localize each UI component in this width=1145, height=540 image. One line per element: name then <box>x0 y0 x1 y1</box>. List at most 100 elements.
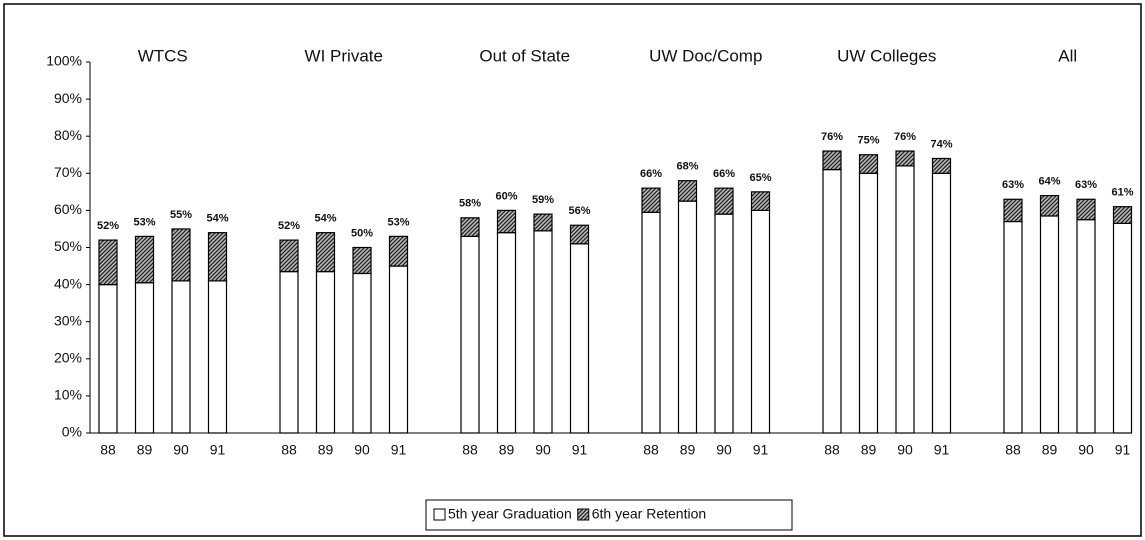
total-label: 61% <box>1111 187 1133 199</box>
y-tick-label: 80% <box>54 127 82 143</box>
group-label: Out of State <box>479 46 570 65</box>
bar-segment <box>460 235 480 434</box>
group-label: WTCS <box>138 46 188 65</box>
bar-segment <box>352 246 372 275</box>
x-tick-label: 89 <box>318 442 334 458</box>
total-label: 76% <box>821 131 843 143</box>
x-tick-label: 88 <box>281 442 297 458</box>
bar-segment <box>1003 198 1023 223</box>
bar-segment <box>1076 198 1096 221</box>
bar-segment <box>714 213 734 434</box>
x-tick-label: 91 <box>934 442 950 458</box>
bar-segment <box>496 232 517 434</box>
bar-segment <box>460 217 480 237</box>
total-label: 55% <box>170 209 192 221</box>
bar-segment <box>207 280 228 434</box>
bar-segment <box>279 271 299 434</box>
bar-segment <box>714 187 734 215</box>
bar-segment <box>315 232 336 273</box>
y-tick-label: 10% <box>54 387 82 403</box>
total-label: 63% <box>1002 179 1024 191</box>
bar-segment <box>1003 220 1023 434</box>
x-tick-label: 91 <box>572 442 588 458</box>
legend: 5th year Graduation 6th year Retention <box>425 499 793 531</box>
bar-segment <box>388 265 409 434</box>
bar-segment <box>858 172 879 434</box>
x-tick-label: 91 <box>210 442 226 458</box>
x-tick-label: 90 <box>897 442 913 458</box>
total-label: 50% <box>351 227 373 239</box>
y-tick-label: 30% <box>54 312 82 328</box>
bar-segment <box>352 272 372 434</box>
bar-segment <box>822 168 842 434</box>
bar-segment <box>750 209 771 434</box>
legend-label: 5th year Graduation <box>448 506 572 522</box>
y-tick-label: 100% <box>46 53 82 69</box>
bar-segment <box>1112 206 1133 224</box>
bar-segment <box>895 165 915 434</box>
legend-swatch <box>577 508 590 521</box>
bar-segment <box>677 200 698 434</box>
bar-segment <box>171 280 191 434</box>
total-label: 66% <box>640 168 662 180</box>
bar-segment <box>641 211 661 434</box>
x-tick-label: 89 <box>1042 442 1058 458</box>
total-label: 68% <box>676 161 698 173</box>
bar-segment <box>1039 215 1060 434</box>
bar-segment <box>641 187 661 213</box>
total-label: 66% <box>713 168 735 180</box>
bar-segment <box>315 271 336 434</box>
total-label: 54% <box>206 213 228 225</box>
legend-swatch <box>433 508 446 521</box>
bar-segment <box>171 228 191 282</box>
bar-segment <box>677 180 698 202</box>
bar-segment <box>569 243 590 434</box>
x-tick-label: 89 <box>137 442 153 458</box>
total-label: 59% <box>532 194 554 206</box>
legend-box <box>425 499 793 531</box>
bar-segment <box>1039 194 1060 217</box>
total-label: 53% <box>133 216 155 228</box>
x-tick-label: 89 <box>861 442 877 458</box>
bar-segment <box>134 235 155 284</box>
bar-segment <box>533 213 553 232</box>
total-label: 53% <box>387 216 409 228</box>
x-tick-label: 88 <box>1005 442 1021 458</box>
x-tick-label: 90 <box>1078 442 1094 458</box>
bar-segment <box>750 191 771 212</box>
total-label: 52% <box>278 220 300 232</box>
bar-segment <box>931 157 952 174</box>
total-label: 60% <box>495 190 517 202</box>
bar-segment <box>533 230 553 434</box>
total-label: 52% <box>97 220 119 232</box>
x-tick-label: 88 <box>100 442 116 458</box>
bar-segment <box>496 209 517 234</box>
group-label: All <box>1058 46 1077 65</box>
bar-segment <box>388 235 409 267</box>
y-tick-label: 0% <box>62 424 82 440</box>
x-tick-label: 91 <box>391 442 407 458</box>
bar-segment <box>98 239 118 286</box>
x-tick-label: 90 <box>354 442 370 458</box>
total-label: 58% <box>459 198 481 210</box>
y-tick-label: 70% <box>54 164 82 180</box>
total-label: 54% <box>314 213 336 225</box>
total-label: 74% <box>930 138 952 150</box>
x-tick-label: 88 <box>462 442 478 458</box>
y-tick-label: 60% <box>54 201 82 217</box>
bar-segment <box>569 224 590 245</box>
y-tick-label: 50% <box>54 238 82 254</box>
bar-segment <box>1112 222 1133 434</box>
total-label: 76% <box>894 131 916 143</box>
bar-segment <box>822 150 842 171</box>
total-label: 56% <box>568 205 590 217</box>
x-tick-label: 89 <box>680 442 696 458</box>
total-label: 65% <box>749 172 771 184</box>
bar-segment <box>931 172 952 434</box>
x-tick-label: 88 <box>824 442 840 458</box>
x-tick-label: 90 <box>173 442 189 458</box>
bar-segment <box>279 239 299 273</box>
bar-segment <box>98 284 118 434</box>
y-tick-label: 40% <box>54 275 82 291</box>
